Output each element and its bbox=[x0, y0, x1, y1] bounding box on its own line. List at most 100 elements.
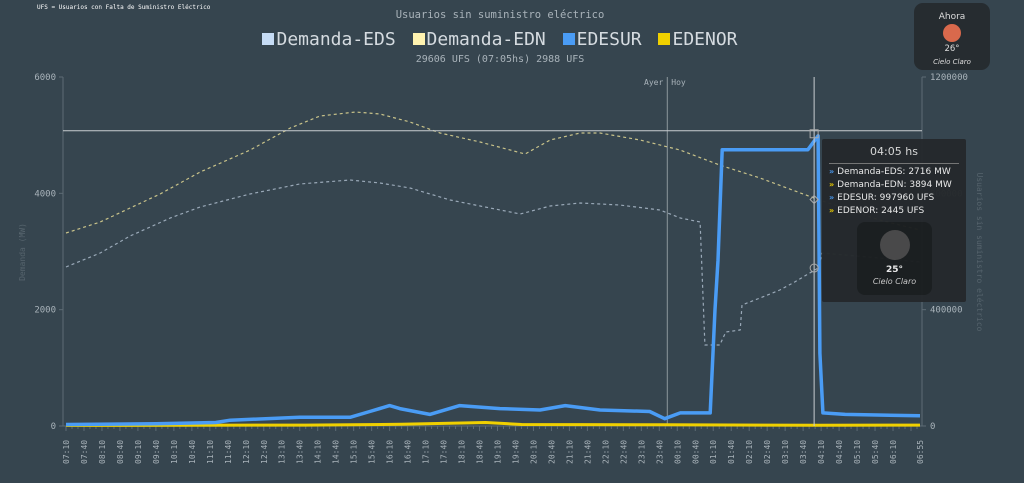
x-tick-label: 19:40 bbox=[511, 440, 520, 464]
legend-label: Demanda-EDN bbox=[426, 29, 546, 50]
chevron-right-icon: » bbox=[829, 193, 835, 202]
y-tick-label: 0 bbox=[51, 422, 56, 432]
x-tick-label: 22:10 bbox=[601, 440, 610, 464]
day-label-ayer: Ayer bbox=[644, 78, 663, 87]
x-tick-label: 02:10 bbox=[745, 440, 754, 464]
x-tick-label: 23:10 bbox=[637, 440, 646, 464]
x-tick-label: 20:10 bbox=[529, 440, 538, 464]
legend-swatch bbox=[658, 33, 671, 45]
x-tick-label: 14:40 bbox=[332, 440, 341, 464]
x-tick-label: 22:40 bbox=[619, 440, 628, 464]
hover-marker-demanda-edn bbox=[809, 194, 819, 205]
x-tick-label: 14:10 bbox=[314, 440, 323, 464]
y-axis-label: Demanda (MW) bbox=[18, 223, 27, 281]
x-tick-label: 18:10 bbox=[458, 440, 467, 464]
tooltip-weather-desc: Cielo Claro bbox=[872, 277, 917, 286]
hover-tooltip: 04:05 hs » Demanda-EDS: 2716 MW » Demanda-… bbox=[822, 139, 966, 302]
x-tick-label: 16:10 bbox=[386, 440, 395, 464]
x-tick-label: 23:40 bbox=[655, 440, 664, 464]
tooltip-row-demanda-edn: » Demanda-EDN: 3894 MW bbox=[829, 180, 966, 190]
chevron-right-icon: » bbox=[829, 180, 835, 189]
x-tick-label: 01:10 bbox=[709, 440, 718, 464]
chevron-right-icon: » bbox=[829, 206, 835, 215]
moon-icon bbox=[879, 230, 910, 260]
x-tick-label: 06:55 bbox=[916, 440, 925, 464]
x-tick-label: 15:40 bbox=[368, 440, 377, 464]
legend-label: Demanda-EDS bbox=[276, 29, 396, 50]
x-tick-label: 09:40 bbox=[152, 440, 161, 464]
tooltip-row-edenor: » EDENOR: 2445 UFS bbox=[829, 206, 966, 216]
x-tick-label: 08:10 bbox=[98, 440, 107, 464]
tooltip-value: Demanda-EDS: 2716 MW bbox=[837, 167, 951, 177]
tooltip-weather: 25° Cielo Claro bbox=[857, 222, 932, 295]
series-line-demanda-eds bbox=[65, 179, 921, 346]
x-tick-label: 12:10 bbox=[242, 440, 251, 464]
legend-swatch bbox=[562, 33, 575, 45]
x-tick-label: 13:10 bbox=[278, 440, 287, 464]
y2-tick-label: 1200000 bbox=[930, 73, 968, 83]
x-tick-label: 19:10 bbox=[493, 440, 502, 464]
tooltip-row-demanda-eds: » Demanda-EDS: 2716 MW bbox=[829, 167, 966, 177]
x-tick-label: 07:10 bbox=[62, 440, 71, 464]
legend: Demanda-EDS Demanda-EDN EDESUR EDENOR bbox=[0, 29, 1000, 50]
chart-subtitle: 29606 UFS (07:05hs) 2988 UFS bbox=[415, 54, 585, 65]
x-tick-label: 17:40 bbox=[440, 440, 449, 464]
x-tick-label: 17:10 bbox=[422, 440, 431, 464]
x-tick-label: 18:40 bbox=[476, 440, 485, 464]
weather-now-desc: Cielo Claro bbox=[933, 58, 971, 66]
chart-title: Usuarios sin suministro eléctrico bbox=[395, 9, 605, 21]
day-label-hoy: Hoy bbox=[671, 78, 686, 87]
series-line-edenor bbox=[65, 421, 921, 427]
x-tick-label: 00:40 bbox=[691, 440, 700, 464]
weather-now-label: Ahora bbox=[938, 12, 966, 22]
legend-item-demanda-edn[interactable]: Demanda-EDN bbox=[412, 29, 546, 50]
tooltip-time: 04:05 hs bbox=[829, 139, 959, 164]
tooltip-row-edesur: » EDESUR: 997960 UFS bbox=[829, 193, 966, 203]
hover-marker-demanda-eds bbox=[809, 263, 819, 273]
legend-item-edesur[interactable]: EDESUR bbox=[562, 29, 642, 50]
y-tick-label: 6000 bbox=[34, 73, 56, 83]
x-tick-label: 21:40 bbox=[583, 440, 592, 464]
y2-axis-label: Usuarios sin suministro eléctrico bbox=[975, 173, 985, 332]
x-tick-label: 10:10 bbox=[170, 440, 179, 464]
legend-swatch bbox=[412, 33, 425, 45]
x-tick-label: 21:10 bbox=[565, 440, 574, 464]
x-tick-label: 05:10 bbox=[853, 440, 862, 464]
x-tick-label: 05:40 bbox=[871, 440, 880, 464]
x-tick-label: 03:40 bbox=[799, 440, 808, 464]
x-tick-label: 09:10 bbox=[134, 440, 143, 464]
x-tick-label: 00:10 bbox=[673, 440, 682, 464]
x-tick-label: 11:40 bbox=[224, 440, 233, 464]
x-tick-label: 16:40 bbox=[404, 440, 413, 464]
x-tick-label: 13:40 bbox=[296, 440, 305, 464]
series-line-demanda-edn bbox=[65, 111, 921, 234]
x-tick-label: 03:10 bbox=[781, 440, 790, 464]
legend-swatch bbox=[262, 33, 275, 45]
tooltip-weather-temp: 25° bbox=[885, 265, 904, 275]
y2-tick-label: 400000 bbox=[930, 306, 963, 316]
x-tick-label: 08:40 bbox=[116, 440, 125, 464]
y-tick-label: 4000 bbox=[34, 189, 56, 199]
tooltip-value: Demanda-EDN: 3894 MW bbox=[837, 180, 952, 190]
x-tick-label: 12:40 bbox=[260, 440, 269, 464]
x-tick-label: 01:40 bbox=[727, 440, 736, 464]
series-line-edesur bbox=[65, 134, 921, 427]
hover-marker-edesur bbox=[809, 129, 819, 139]
legend-item-edenor[interactable]: EDENOR bbox=[658, 29, 738, 50]
ufs-note: UFS = Usuarios con Falta de Suministro E… bbox=[37, 4, 211, 11]
x-tick-label: 06:10 bbox=[889, 440, 898, 464]
x-tick-label: 10:40 bbox=[188, 440, 197, 464]
x-tick-label: 11:10 bbox=[206, 440, 215, 464]
x-tick-label: 04:10 bbox=[817, 440, 826, 464]
legend-item-demanda-eds[interactable]: Demanda-EDS bbox=[262, 29, 396, 50]
y2-tick-label: 0 bbox=[930, 422, 935, 432]
x-tick-label: 15:10 bbox=[350, 440, 359, 464]
tooltip-value: EDENOR: 2445 UFS bbox=[837, 206, 925, 216]
x-tick-label: 04:40 bbox=[835, 440, 844, 464]
x-tick-label: 07:40 bbox=[80, 440, 89, 464]
chevron-right-icon: » bbox=[829, 167, 835, 176]
weather-now-temp: 26° bbox=[944, 44, 960, 54]
legend-label: EDENOR bbox=[672, 29, 738, 50]
x-tick-label: 02:40 bbox=[763, 440, 772, 464]
